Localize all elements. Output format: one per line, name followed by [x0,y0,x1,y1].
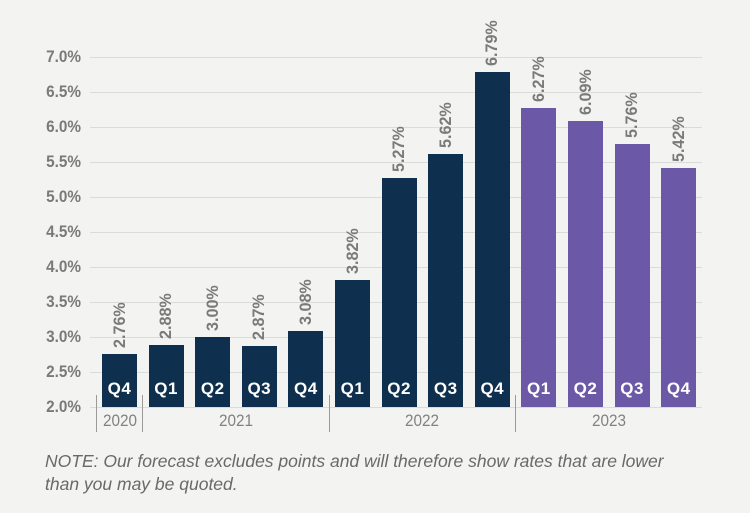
bar-q1-2022: Q1 3.82% [335,228,370,407]
y-axis-tick-label: 7.0% [46,47,81,66]
bar-quarter-label: Q3 [247,379,272,398]
bar-quarter-label: Q3 [620,379,644,398]
bar-quarter-label: Q1 [340,379,365,398]
bar-value-label: 5.76% [622,92,642,138]
bar-quarter-label: Q4 [480,379,505,398]
gridline [90,127,702,128]
y-axis-tick-label: 2.0% [46,397,81,416]
bar-value-label: 2.76% [109,302,129,348]
plot-area: 7.0% 6.5% 6.0% 5.5% 5.0% 4.5% 4.0% 3.5% 3.0% 2.5%… [46,20,702,432]
bar-value-label: 2.87% [249,294,269,341]
bar-value-label: 5.27% [389,126,409,173]
bar-q2-2021: Q2 3.00% [195,285,231,407]
y-axis-tick-label: 5.5% [46,152,81,171]
bar-value-label: 3.00% [202,285,222,331]
bar-quarter-label: Q1 [527,379,551,398]
bar-value-label: 6.27% [528,56,548,103]
y-axis-tick-label: 5.0% [46,187,81,206]
bar-q3-2022: Q3 5.62% [428,102,464,407]
gridline [90,57,702,58]
bar-q2-2022: Q2 5.27% [381,126,417,407]
x-axis-year-separator [328,395,330,432]
bar-quarter-label: Q2 [200,379,225,398]
bar-q2-2023: Q2 6.09% [568,69,603,407]
x-axis-year-separator [95,395,97,432]
gridline [90,407,702,408]
y-axis-tick-label: 3.0% [46,327,81,346]
x-axis-year-label: 2020 [102,411,137,430]
bar-q3-2023: Q3 5.76% [614,92,650,407]
y-axis-tick-label: 4.0% [46,257,81,276]
y-axis-tick-label: 3.5% [46,292,81,311]
bar-value-label: 3.82% [342,227,362,274]
bar-quarter-label: Q2 [573,379,598,398]
bar-q4-2023: Q4 5.42% [661,116,697,407]
bar-value-label: 6.79% [482,19,502,66]
bar-value-label: 5.42% [668,115,688,162]
bar-quarter-label: Q4 [294,379,318,398]
y-axis-tick-label: 4.5% [46,222,81,241]
x-axis-year-separator [142,395,144,432]
bar-value-label: 3.08% [295,279,315,326]
bar-value-label: 5.62% [435,101,455,148]
bar-quarter-label: Q4 [107,379,132,398]
y-axis-tick-label: 2.5% [46,362,81,381]
x-axis-year-label: 2021 [218,411,254,430]
note-text: NOTE: Our forecast excludes points and w… [45,451,664,495]
bar-q3-2021: Q3 2.87% [241,294,277,407]
bar-quarter-label: Q2 [387,379,411,398]
x-axis-year-label: 2023 [591,411,626,430]
bar-q1-2021: Q1 2.88% [148,294,184,407]
bar-q4-2021: Q4 3.08% [288,280,324,407]
gridline [90,162,702,163]
gridline [90,92,702,93]
bar-value-label: 2.88% [156,293,176,340]
bar-quarter-label: Q3 [433,379,458,398]
bar-q4-2022: Q4 6.79% [474,20,510,407]
x-axis-year-separator [515,395,517,432]
bar-value-label: 6.09% [575,68,595,115]
y-axis-tick-label: 6.5% [46,82,81,101]
bar-q4-2020: Q4 2.76% [102,302,137,407]
x-axis-year-label: 2022 [405,411,440,430]
y-axis-tick-label: 6.0% [46,117,81,136]
bar-quarter-label: Q1 [154,379,178,398]
bar-q1-2023: Q1 6.27% [521,56,557,407]
bar-quarter-label: Q4 [666,379,691,398]
